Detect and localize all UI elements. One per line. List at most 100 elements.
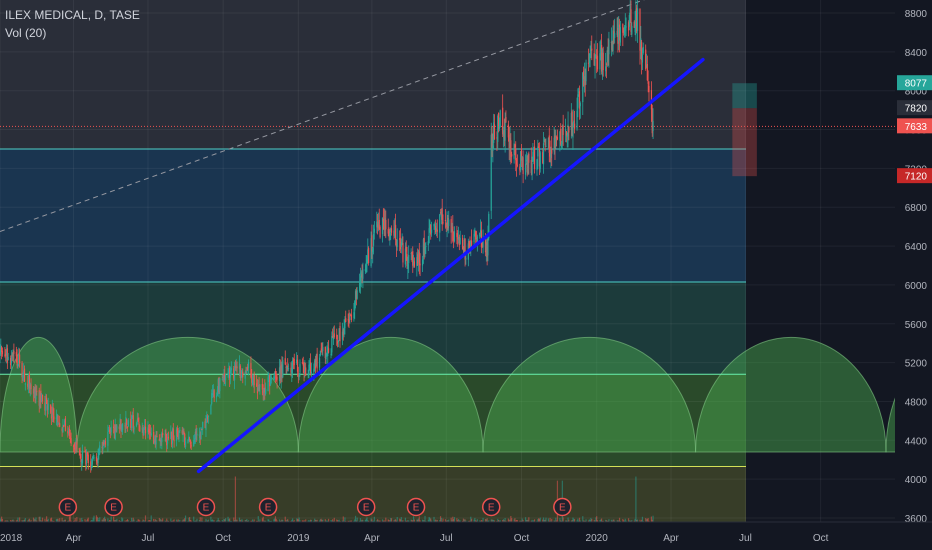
volume-bar (95, 515, 98, 522)
volume-bar (118, 520, 120, 522)
volume-bar (430, 518, 432, 522)
candle-body (12, 349, 14, 356)
candle-body (359, 282, 361, 292)
candle-body (251, 375, 253, 383)
candle-body (353, 312, 355, 319)
candle-body (5, 349, 8, 356)
volume-bar (113, 520, 116, 522)
candle-body (159, 440, 161, 442)
candle-body (427, 241, 429, 246)
price-axis-tick: 5200 (905, 359, 928, 370)
volume-bar (515, 519, 518, 522)
candle-body (510, 140, 512, 157)
volume-bar (412, 516, 415, 522)
volume-bar (651, 519, 653, 522)
volume-bar (502, 519, 504, 522)
volume-bar (224, 518, 227, 522)
candle-body (24, 383, 26, 385)
volume-bar (164, 520, 166, 522)
candle-body (198, 434, 201, 436)
candle-body (347, 319, 349, 321)
volume-bar (218, 519, 220, 522)
candle-body (320, 348, 322, 350)
candle-body (520, 148, 523, 161)
volume-bar (476, 519, 478, 522)
candle-body (545, 145, 547, 147)
candle-body (618, 24, 620, 42)
candle-body (338, 328, 340, 341)
candle-body (7, 356, 9, 361)
volume-bar (399, 518, 401, 522)
candle-body (618, 24, 621, 41)
volume-bar (104, 516, 106, 522)
volume-bar (407, 520, 409, 522)
volume-bar (70, 520, 72, 522)
volume-bar (527, 519, 529, 522)
candle-body (576, 110, 578, 129)
candle-body (50, 414, 53, 419)
volume-bar (372, 520, 374, 522)
candle-body (223, 375, 225, 381)
candle-body (430, 224, 432, 235)
candle-body (124, 425, 126, 427)
candle-body (480, 229, 482, 234)
volume-bar (573, 518, 575, 522)
candle-body (230, 368, 232, 371)
volume-bar (113, 516, 115, 522)
candle-body (170, 432, 172, 439)
volume-bar (130, 520, 132, 522)
candle-body (207, 417, 209, 419)
volume-bar (372, 520, 375, 522)
candle-body (453, 231, 456, 242)
candle-body (422, 239, 424, 257)
candle-body (493, 124, 496, 140)
candle-body (52, 407, 54, 415)
candle-body (261, 383, 263, 390)
candle-body (331, 336, 333, 353)
volume-bar (33, 518, 35, 522)
volume-bar (607, 520, 609, 522)
volume-bar (290, 520, 292, 522)
volume-bar (116, 518, 118, 522)
volume-bar (576, 520, 578, 522)
volume-bar (572, 517, 574, 522)
price-axis-tick: 8000 (905, 87, 928, 98)
candle-body (505, 117, 507, 122)
candle-body (400, 243, 402, 247)
price-axis-label-bg (897, 100, 932, 116)
volume-bar (631, 520, 633, 522)
price-axis-tick: 6000 (905, 281, 928, 292)
price-axis-tick: 4400 (905, 436, 928, 447)
candle-body (451, 228, 453, 232)
volume-bar (319, 519, 322, 522)
volume-bar (222, 520, 224, 522)
volume-bar (4, 520, 6, 522)
volume-bar (291, 519, 293, 522)
candle-body (383, 219, 385, 231)
candle-body (399, 237, 402, 250)
volume-bar (419, 520, 421, 522)
candle-body (394, 227, 396, 238)
volume-bar (399, 519, 402, 522)
volume-bar (64, 519, 66, 522)
volume-bar (377, 519, 379, 522)
volume-bar (599, 519, 601, 522)
volume-bar (548, 520, 550, 522)
volume-bar (417, 519, 419, 522)
volume-bar (171, 520, 174, 522)
price-axis-label: 8077 (897, 75, 932, 91)
volume-bar (528, 517, 530, 522)
volume-bar (503, 520, 505, 522)
volume-bar (630, 520, 632, 522)
candle-body (53, 416, 55, 420)
volume-bar (418, 516, 420, 522)
volume-bar (269, 520, 271, 522)
volume-bar (587, 520, 590, 522)
volume-bar (247, 520, 250, 522)
volume-bar (417, 518, 420, 522)
volume-bar (308, 520, 310, 522)
volume-bar (568, 519, 570, 522)
volume-bar (588, 519, 590, 522)
volume-bar (28, 518, 31, 522)
